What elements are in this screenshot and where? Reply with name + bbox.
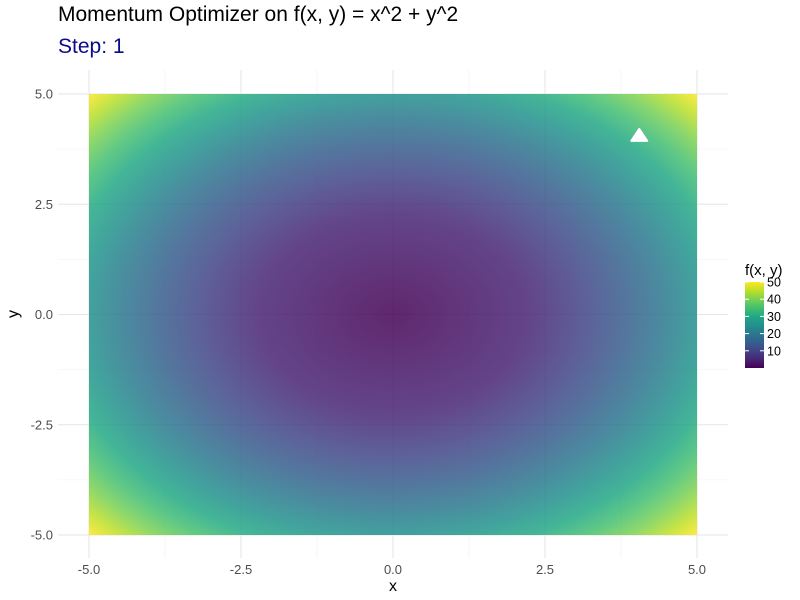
x-axis-ticks: -5.0 -2.5 0.0 2.5 5.0 [78, 562, 706, 577]
colorbar-legend: f(x, y) 10 20 30 40 50 [745, 262, 783, 368]
legend-break-label: 20 [767, 327, 781, 341]
optimizer-position-marker [630, 127, 649, 142]
x-axis-title: x [389, 578, 397, 595]
x-tick-label: 5.0 [688, 562, 706, 577]
x-tick-label: -5.0 [78, 562, 100, 577]
chart-subtitle: Step: 1 [58, 35, 125, 58]
colorbar-ticks: 10 20 30 40 50 [745, 276, 781, 358]
legend-break-label: 50 [767, 276, 781, 290]
y-tick-label: -2.5 [31, 417, 53, 432]
y-axis-title: y [5, 310, 22, 318]
colorbar [745, 282, 764, 368]
y-tick-label: 0.0 [35, 307, 53, 322]
x-tick-label: 0.0 [384, 562, 402, 577]
marker-layer [630, 127, 649, 142]
y-tick-label: 5.0 [35, 87, 53, 102]
legend-break-label: 40 [767, 293, 781, 307]
x-tick-label: 2.5 [536, 562, 554, 577]
legend-break-label: 10 [767, 344, 781, 358]
y-tick-label: 2.5 [35, 197, 53, 212]
y-tick-label: -5.0 [31, 528, 53, 543]
legend-break-label: 30 [767, 310, 781, 324]
y-axis-ticks: -5.0 -2.5 0.0 2.5 5.0 [31, 87, 53, 543]
heatmap-surface [89, 94, 697, 535]
legend-title: f(x, y) [745, 262, 783, 279]
chart-title: Momentum Optimizer on f(x, y) = x^2 + y^… [58, 3, 459, 26]
x-tick-label: -2.5 [230, 562, 252, 577]
